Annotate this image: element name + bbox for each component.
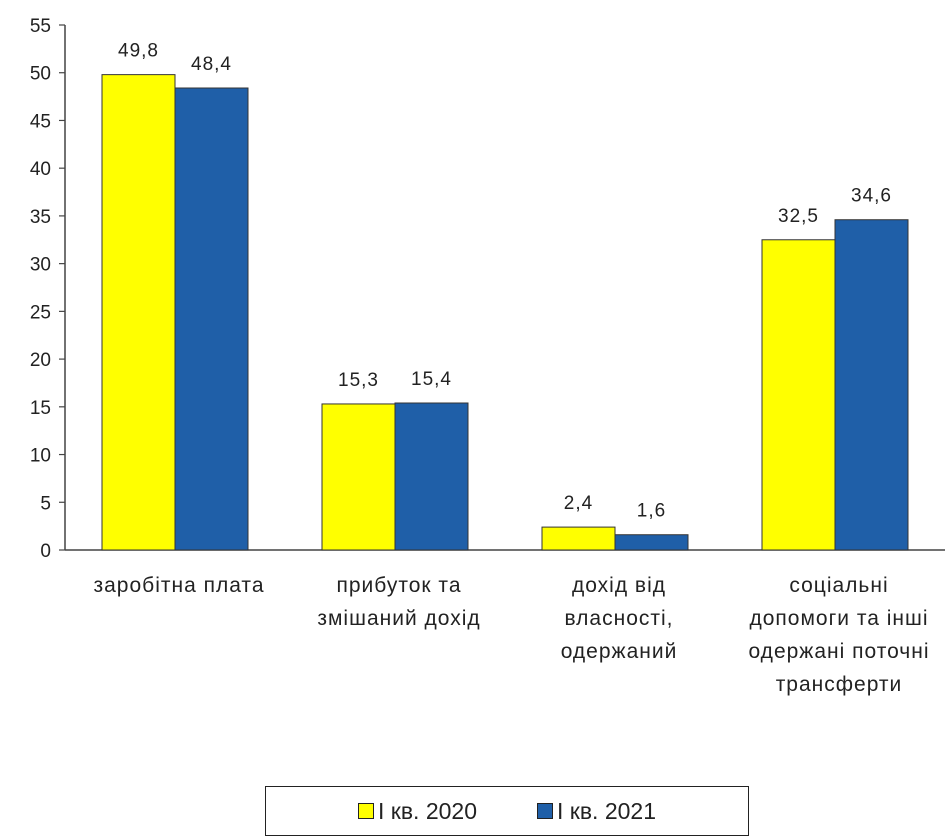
- y-tick-label: 5: [40, 493, 51, 514]
- bar: [321, 403, 396, 551]
- bar: [394, 402, 469, 551]
- legend-item-2020: І кв. 2020: [357, 797, 477, 825]
- data-label: 34,6: [851, 186, 892, 207]
- data-label: 49,8: [118, 41, 159, 62]
- category-label: прибуток та: [337, 574, 462, 597]
- category-label: дохід від: [572, 574, 666, 597]
- data-label: 15,3: [338, 370, 379, 391]
- y-tick-label: 45: [30, 111, 51, 132]
- category-label: соціальні: [789, 574, 888, 597]
- data-label: 15,4: [411, 369, 452, 390]
- y-tick-label: 0: [40, 541, 51, 562]
- y-tick-label: 35: [30, 207, 51, 228]
- data-label: 2,4: [564, 493, 593, 514]
- y-tick-label: 10: [30, 446, 51, 467]
- category-label: одержаний: [561, 640, 678, 663]
- y-tick-label: 20: [30, 350, 51, 371]
- data-label: 48,4: [191, 54, 232, 75]
- category-label: власності,: [564, 607, 673, 630]
- y-tick-label: 25: [30, 302, 51, 323]
- bar: [101, 74, 176, 551]
- category-label: трансферти: [776, 673, 903, 696]
- legend-item-2021: І кв. 2021: [537, 798, 656, 825]
- bar: [174, 87, 249, 551]
- category-label: заробітна плата: [94, 574, 265, 597]
- legend-label-2021: І кв. 2021: [557, 797, 657, 824]
- y-tick-label: 40: [30, 159, 51, 180]
- bar: [614, 534, 689, 551]
- data-label: 1,6: [637, 501, 666, 522]
- category-label: допомоги та інші: [750, 607, 929, 630]
- legend-label-2020: І кв. 2020: [377, 797, 477, 824]
- y-tick-label: 55: [30, 16, 51, 37]
- bar: [761, 239, 836, 551]
- bar: [834, 219, 909, 551]
- data-label: 32,5: [778, 206, 819, 227]
- category-label: одержані поточні: [748, 640, 929, 663]
- bar-chart: 0 5 10 15 20 25 30 35 40 45 50 55 49,8 15,3 2,4 32,5 48,…: [30, 16, 945, 696]
- y-tick-label: 15: [30, 398, 51, 419]
- legend-swatch-2020: [357, 803, 374, 819]
- y-tick-label: 50: [30, 64, 51, 85]
- category-label: змішаний дохід: [317, 607, 480, 630]
- y-tick-label: 30: [30, 255, 51, 276]
- legend-swatch-2021: [537, 803, 553, 819]
- legend: І кв. 2020 І кв. 2021: [265, 786, 749, 836]
- bar: [541, 526, 616, 551]
